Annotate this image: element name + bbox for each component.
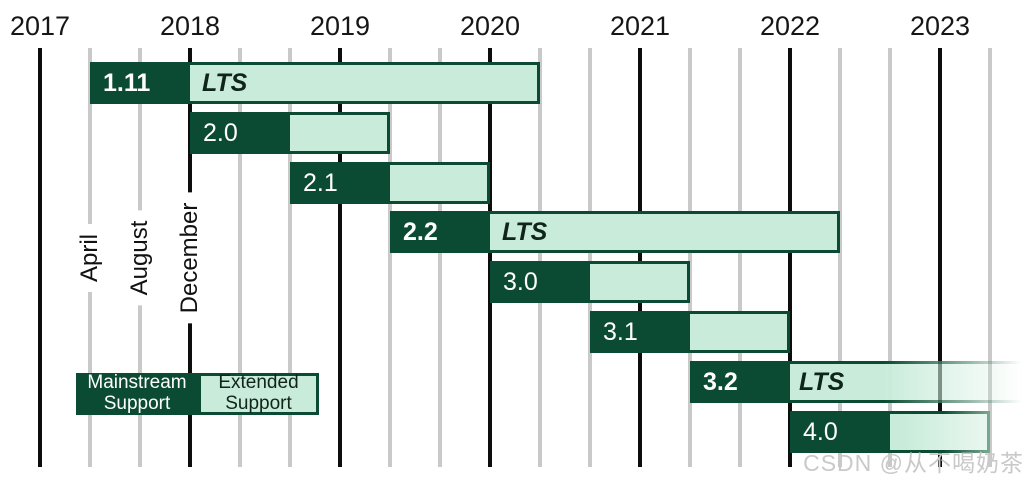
release-version-label: 3.2: [703, 367, 738, 396]
month-gridline: [438, 48, 442, 467]
year-axis-label: 2019: [309, 11, 371, 41]
month-axis-label: August: [124, 210, 156, 306]
year-axis-label: 2020: [459, 11, 521, 41]
release-extended-bar: [387, 162, 490, 204]
year-gridline: [938, 48, 942, 467]
month-gridline: [238, 48, 242, 467]
month-axis-label: December: [174, 192, 206, 324]
year-gridline: [488, 48, 492, 467]
month-gridline: [738, 48, 742, 467]
year-gridline: [638, 48, 642, 467]
month-gridline: [288, 48, 292, 467]
release-extended-bar: LTS: [787, 361, 1030, 403]
release-mainstream-bar: 2.1: [290, 162, 390, 204]
month-gridline: [688, 48, 692, 467]
year-gridline: [38, 48, 42, 467]
release-mainstream-bar: 3.0: [490, 261, 590, 303]
release-version-label: 2.0: [203, 118, 238, 147]
release-mainstream-bar: 4.0: [790, 411, 890, 453]
release-mainstream-bar: 1.11: [90, 62, 190, 104]
lts-label: LTS: [202, 68, 248, 97]
year-axis-label: 2023: [909, 11, 971, 41]
release-version-label: 1.11: [103, 68, 151, 97]
legend-extended-label: Extended Support: [218, 372, 299, 414]
month-gridline: [988, 48, 992, 467]
legend-mainstream-label: Mainstream Support: [87, 372, 187, 414]
lts-label: LTS: [502, 217, 548, 246]
release-version-label: 2.1: [303, 168, 338, 197]
year-axis-label: 2018: [159, 11, 221, 41]
release-mainstream-bar: 3.1: [590, 311, 690, 353]
csdn-watermark: CSDN @从不喝奶茶: [803, 450, 1024, 476]
release-extended-bar: [287, 112, 390, 154]
release-extended-bar: LTS: [187, 62, 540, 104]
month-gridline: [588, 48, 592, 467]
release-version-label: 3.0: [503, 267, 538, 296]
release-mainstream-bar: 3.2: [690, 361, 790, 403]
month-gridline: [538, 48, 542, 467]
release-version-label: 2.2: [403, 217, 438, 246]
month-axis-label: April: [74, 223, 106, 293]
year-axis-label: 2021: [609, 11, 671, 41]
year-gridline: [338, 48, 342, 467]
month-gridline: [388, 48, 392, 467]
release-extended-bar: LTS: [487, 211, 840, 253]
lts-label: LTS: [799, 367, 845, 396]
year-axis-label: 2017: [9, 11, 71, 41]
release-extended-bar: [587, 261, 690, 303]
release-extended-bar: [687, 311, 790, 353]
legend-extended-support: Extended Support: [198, 372, 319, 415]
release-version-label: 3.1: [603, 317, 638, 346]
legend-mainstream-support: Mainstream Support: [76, 372, 198, 415]
month-gridline: [888, 48, 892, 467]
release-extended-bar: [887, 411, 990, 453]
release-mainstream-bar: 2.2: [390, 211, 490, 253]
year-gridline: [788, 48, 792, 467]
year-axis-label: 2022: [759, 11, 821, 41]
release-mainstream-bar: 2.0: [190, 112, 290, 154]
month-gridline: [838, 48, 842, 467]
release-version-label: 4.0: [803, 417, 838, 446]
